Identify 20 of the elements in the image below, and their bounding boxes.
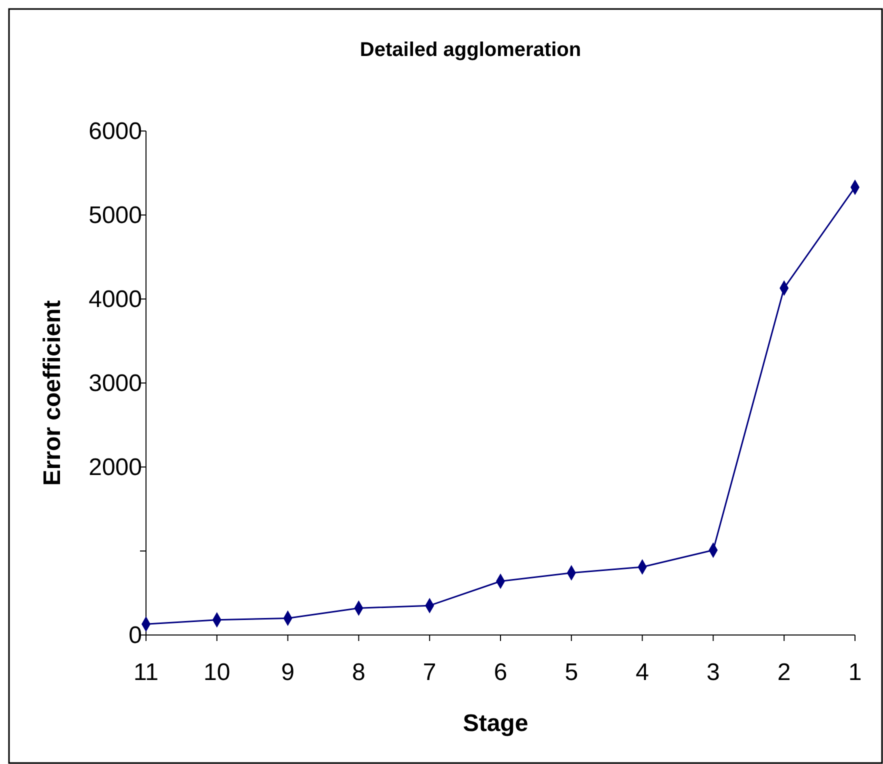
x-axis-title: Stage	[462, 710, 528, 737]
x-tick-label: 6	[494, 659, 508, 686]
x-tick-label: 11	[134, 659, 158, 686]
y-tick-label: 2000	[88, 454, 142, 481]
y-tick-label: 6000	[88, 118, 142, 145]
x-tick-label: 4	[636, 659, 649, 686]
x-tick-label: 5	[564, 659, 578, 686]
y-axis-title: Error coefficient	[39, 300, 66, 486]
y-tick-label: 5000	[88, 202, 142, 229]
y-tick-label: 3000	[88, 370, 142, 397]
chart-title: Detailed agglomeration	[360, 39, 582, 61]
x-tick-label: 1	[848, 659, 862, 686]
x-tick-label: 10	[204, 659, 230, 686]
x-tick-label: 7	[422, 659, 436, 686]
x-tick-label: 8	[352, 659, 366, 686]
y-tick-label: 4000	[88, 286, 142, 313]
x-tick-label: 2	[777, 659, 791, 686]
x-tick-label: 9	[281, 659, 294, 686]
y-tick-label: 0	[128, 622, 142, 649]
x-tick-label: 3	[706, 659, 720, 686]
